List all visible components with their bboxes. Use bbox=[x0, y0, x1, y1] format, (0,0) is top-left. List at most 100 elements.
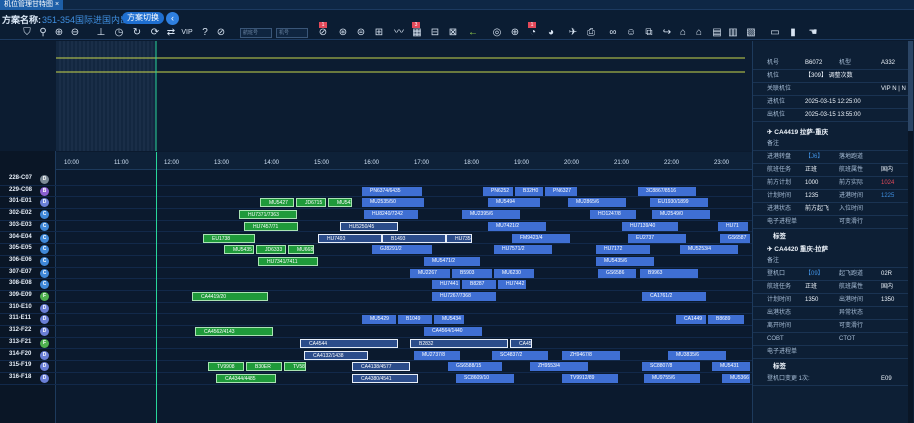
flight-bar[interactable]: B8689 bbox=[708, 315, 744, 325]
flight-bar[interactable]: B30ER bbox=[246, 362, 282, 372]
flight-bar[interactable]: HU71 bbox=[718, 221, 748, 231]
flight-bar[interactable]: PN6327 bbox=[545, 186, 577, 196]
chart-icon[interactable]: ⊛ bbox=[338, 27, 348, 38]
hand-icon[interactable]: ☚ bbox=[808, 27, 818, 38]
flight-bar[interactable]: ZH9467/8 bbox=[562, 350, 620, 360]
flight-bar[interactable]: EU1738 bbox=[203, 233, 255, 243]
flight-bar[interactable]: CA4562/4143 bbox=[195, 327, 273, 337]
flight-bar[interactable]: CA4132/1438 bbox=[304, 350, 368, 360]
list-icon[interactable]: ⊞ bbox=[374, 27, 384, 38]
stand-code[interactable]: 229-C08 bbox=[9, 186, 33, 193]
stand-code[interactable]: 228-C07 bbox=[9, 175, 33, 181]
flight-bar[interactable]: GS6588/15 bbox=[448, 362, 502, 372]
stand-code[interactable]: 311-E11 bbox=[9, 315, 32, 322]
tag-icon[interactable]: ⊟ bbox=[430, 27, 440, 38]
flight-bar[interactable]: MU5253/4 bbox=[680, 245, 738, 255]
flight-bar[interactable]: HU7371/7363 bbox=[239, 210, 297, 220]
flight-bar[interactable]: HU7267/7368 bbox=[432, 292, 496, 301]
stand-code[interactable]: 305-E05 bbox=[9, 245, 32, 252]
flight-bar[interactable]: B1049 bbox=[398, 315, 432, 325]
lock-icon[interactable]: ⌂ bbox=[679, 27, 687, 38]
close-icon[interactable]: × bbox=[54, 1, 60, 8]
minus-icon[interactable]: ⊖ bbox=[70, 27, 80, 38]
flight-bar[interactable]: MU2535/50 bbox=[362, 198, 424, 208]
flight-bar[interactable]: SC8807/8 bbox=[642, 362, 700, 372]
back-arrow-icon[interactable]: ← bbox=[468, 27, 478, 38]
flight-bar[interactable]: B32H0 bbox=[515, 186, 543, 196]
tab-gantt[interactable]: 机位管理甘特图 × bbox=[0, 0, 64, 10]
flight-bar[interactable]: MU5366 bbox=[722, 373, 750, 383]
flight-bar[interactable]: MU5471/2 bbox=[424, 256, 480, 266]
reload-icon[interactable]: ⟳ bbox=[150, 27, 160, 38]
flight-bar[interactable]: B9963 bbox=[640, 268, 698, 278]
clock-icon[interactable]: ◷ bbox=[114, 27, 124, 38]
flight-bar[interactable]: TV9908 bbox=[208, 362, 244, 372]
aircraft-search-input[interactable]: 机号 bbox=[276, 28, 308, 38]
stand-code[interactable]: 310-E10 bbox=[9, 303, 32, 310]
flight-bar[interactable]: CA4380/4541 bbox=[352, 373, 418, 383]
plane-icon[interactable]: ✈ bbox=[568, 27, 578, 38]
flight-bar[interactable]: JD6333 bbox=[256, 245, 286, 255]
stand-code[interactable]: 308-E08 bbox=[9, 280, 32, 287]
help-icon[interactable]: ? bbox=[202, 27, 208, 38]
stand-code[interactable]: 307-E07 bbox=[9, 268, 32, 275]
flight-bar[interactable]: B8287 bbox=[462, 280, 496, 290]
stand-code[interactable]: 312-F22 bbox=[9, 327, 32, 334]
flight-bar[interactable]: MU5432 bbox=[328, 198, 352, 208]
flight-bar[interactable]: MU6684 bbox=[288, 245, 314, 255]
flight-bar[interactable]: CA4138/4577 bbox=[352, 362, 410, 372]
flight-bar[interactable]: MU2267 bbox=[410, 268, 450, 278]
plan-switch-button[interactable]: 方案切换 bbox=[122, 12, 164, 24]
flight-bar[interactable]: MU2865/6 bbox=[568, 198, 626, 208]
flight-bar[interactable]: HU7139/40 bbox=[622, 221, 678, 231]
flight-bar[interactable]: JD6715 bbox=[296, 198, 326, 208]
flight-bar[interactable]: HU7457/71 bbox=[244, 221, 298, 231]
unlock-icon[interactable]: ⌂ bbox=[695, 27, 703, 38]
split-icon[interactable]: ⊥ bbox=[96, 27, 106, 38]
flight-bar[interactable]: HU7358 bbox=[446, 233, 472, 243]
flight-bar[interactable]: ZH9553/4 bbox=[530, 362, 588, 372]
stand-code[interactable]: 316-F18 bbox=[9, 373, 32, 380]
swap-icon[interactable]: ⇄ bbox=[166, 27, 176, 38]
flight-bar[interactable]: SC4837/2 bbox=[492, 350, 548, 360]
flight-bar[interactable]: CA4344/4485 bbox=[216, 373, 276, 383]
link-icon[interactable]: ∞ bbox=[609, 27, 617, 38]
sort-icon[interactable]: ⊕ bbox=[510, 27, 520, 38]
flight-bar[interactable]: CA4544 bbox=[300, 338, 398, 348]
flight-bar[interactable]: HU7341/7411 bbox=[258, 256, 318, 266]
camera-icon[interactable]: ◎ bbox=[492, 27, 502, 38]
flight-search-input[interactable]: 航班号 bbox=[240, 28, 272, 38]
flight-bar[interactable]: MU2395/6 bbox=[462, 210, 520, 220]
flight-bar[interactable]: B2832 bbox=[410, 338, 508, 348]
print-icon[interactable]: ⎙ bbox=[587, 27, 595, 38]
block-icon[interactable]: ⊘ bbox=[216, 27, 226, 38]
flight-bar[interactable]: GS6587 bbox=[720, 233, 750, 243]
vip-button[interactable]: VIP bbox=[181, 29, 193, 36]
flight-bar[interactable]: CA4564/1440 bbox=[424, 327, 482, 337]
stand-code[interactable]: 314-F20 bbox=[9, 350, 32, 357]
doc2-icon[interactable]: ▧ bbox=[746, 27, 756, 38]
flight-bar[interactable]: PN6374/6435 bbox=[362, 186, 422, 196]
flight-bar[interactable]: MU2549/0 bbox=[652, 210, 710, 220]
flight-bar[interactable]: HU8240/7242 bbox=[364, 210, 418, 220]
flight-bar[interactable]: MU5429 bbox=[362, 315, 396, 325]
flight-bar[interactable]: SC8609/10 bbox=[456, 373, 514, 383]
calc-icon[interactable]: ⊠ bbox=[448, 27, 458, 38]
flight-bar[interactable]: 3C8867/8516 bbox=[638, 186, 696, 196]
flight-bar[interactable]: MU5494 bbox=[488, 198, 540, 208]
card-icon[interactable]: ▭ bbox=[770, 27, 780, 38]
docs-icon[interactable]: ▥ bbox=[728, 27, 738, 38]
clock2-icon[interactable]: ◕ bbox=[547, 27, 555, 38]
stand-code[interactable]: 315-F19 bbox=[9, 362, 32, 369]
location-icon[interactable]: ⚲ bbox=[39, 27, 47, 38]
flight-bar[interactable]: MU5431 bbox=[712, 362, 750, 372]
flight-bar[interactable]: MU6230 bbox=[494, 268, 534, 278]
filter-icon[interactable]: ⛉ bbox=[23, 27, 31, 38]
flight-bar[interactable]: FM9423/4 bbox=[512, 233, 570, 243]
flight-bar[interactable]: HU7571/2 bbox=[494, 245, 552, 255]
flight-bar[interactable]: GS6586 bbox=[598, 268, 636, 278]
flight-bar[interactable]: B5903 bbox=[452, 268, 492, 278]
stand-code[interactable]: 301-E01 bbox=[9, 198, 32, 205]
flight-bar[interactable]: MU5435 bbox=[224, 245, 254, 255]
flight-bar[interactable]: MU7421/2 bbox=[488, 221, 546, 231]
